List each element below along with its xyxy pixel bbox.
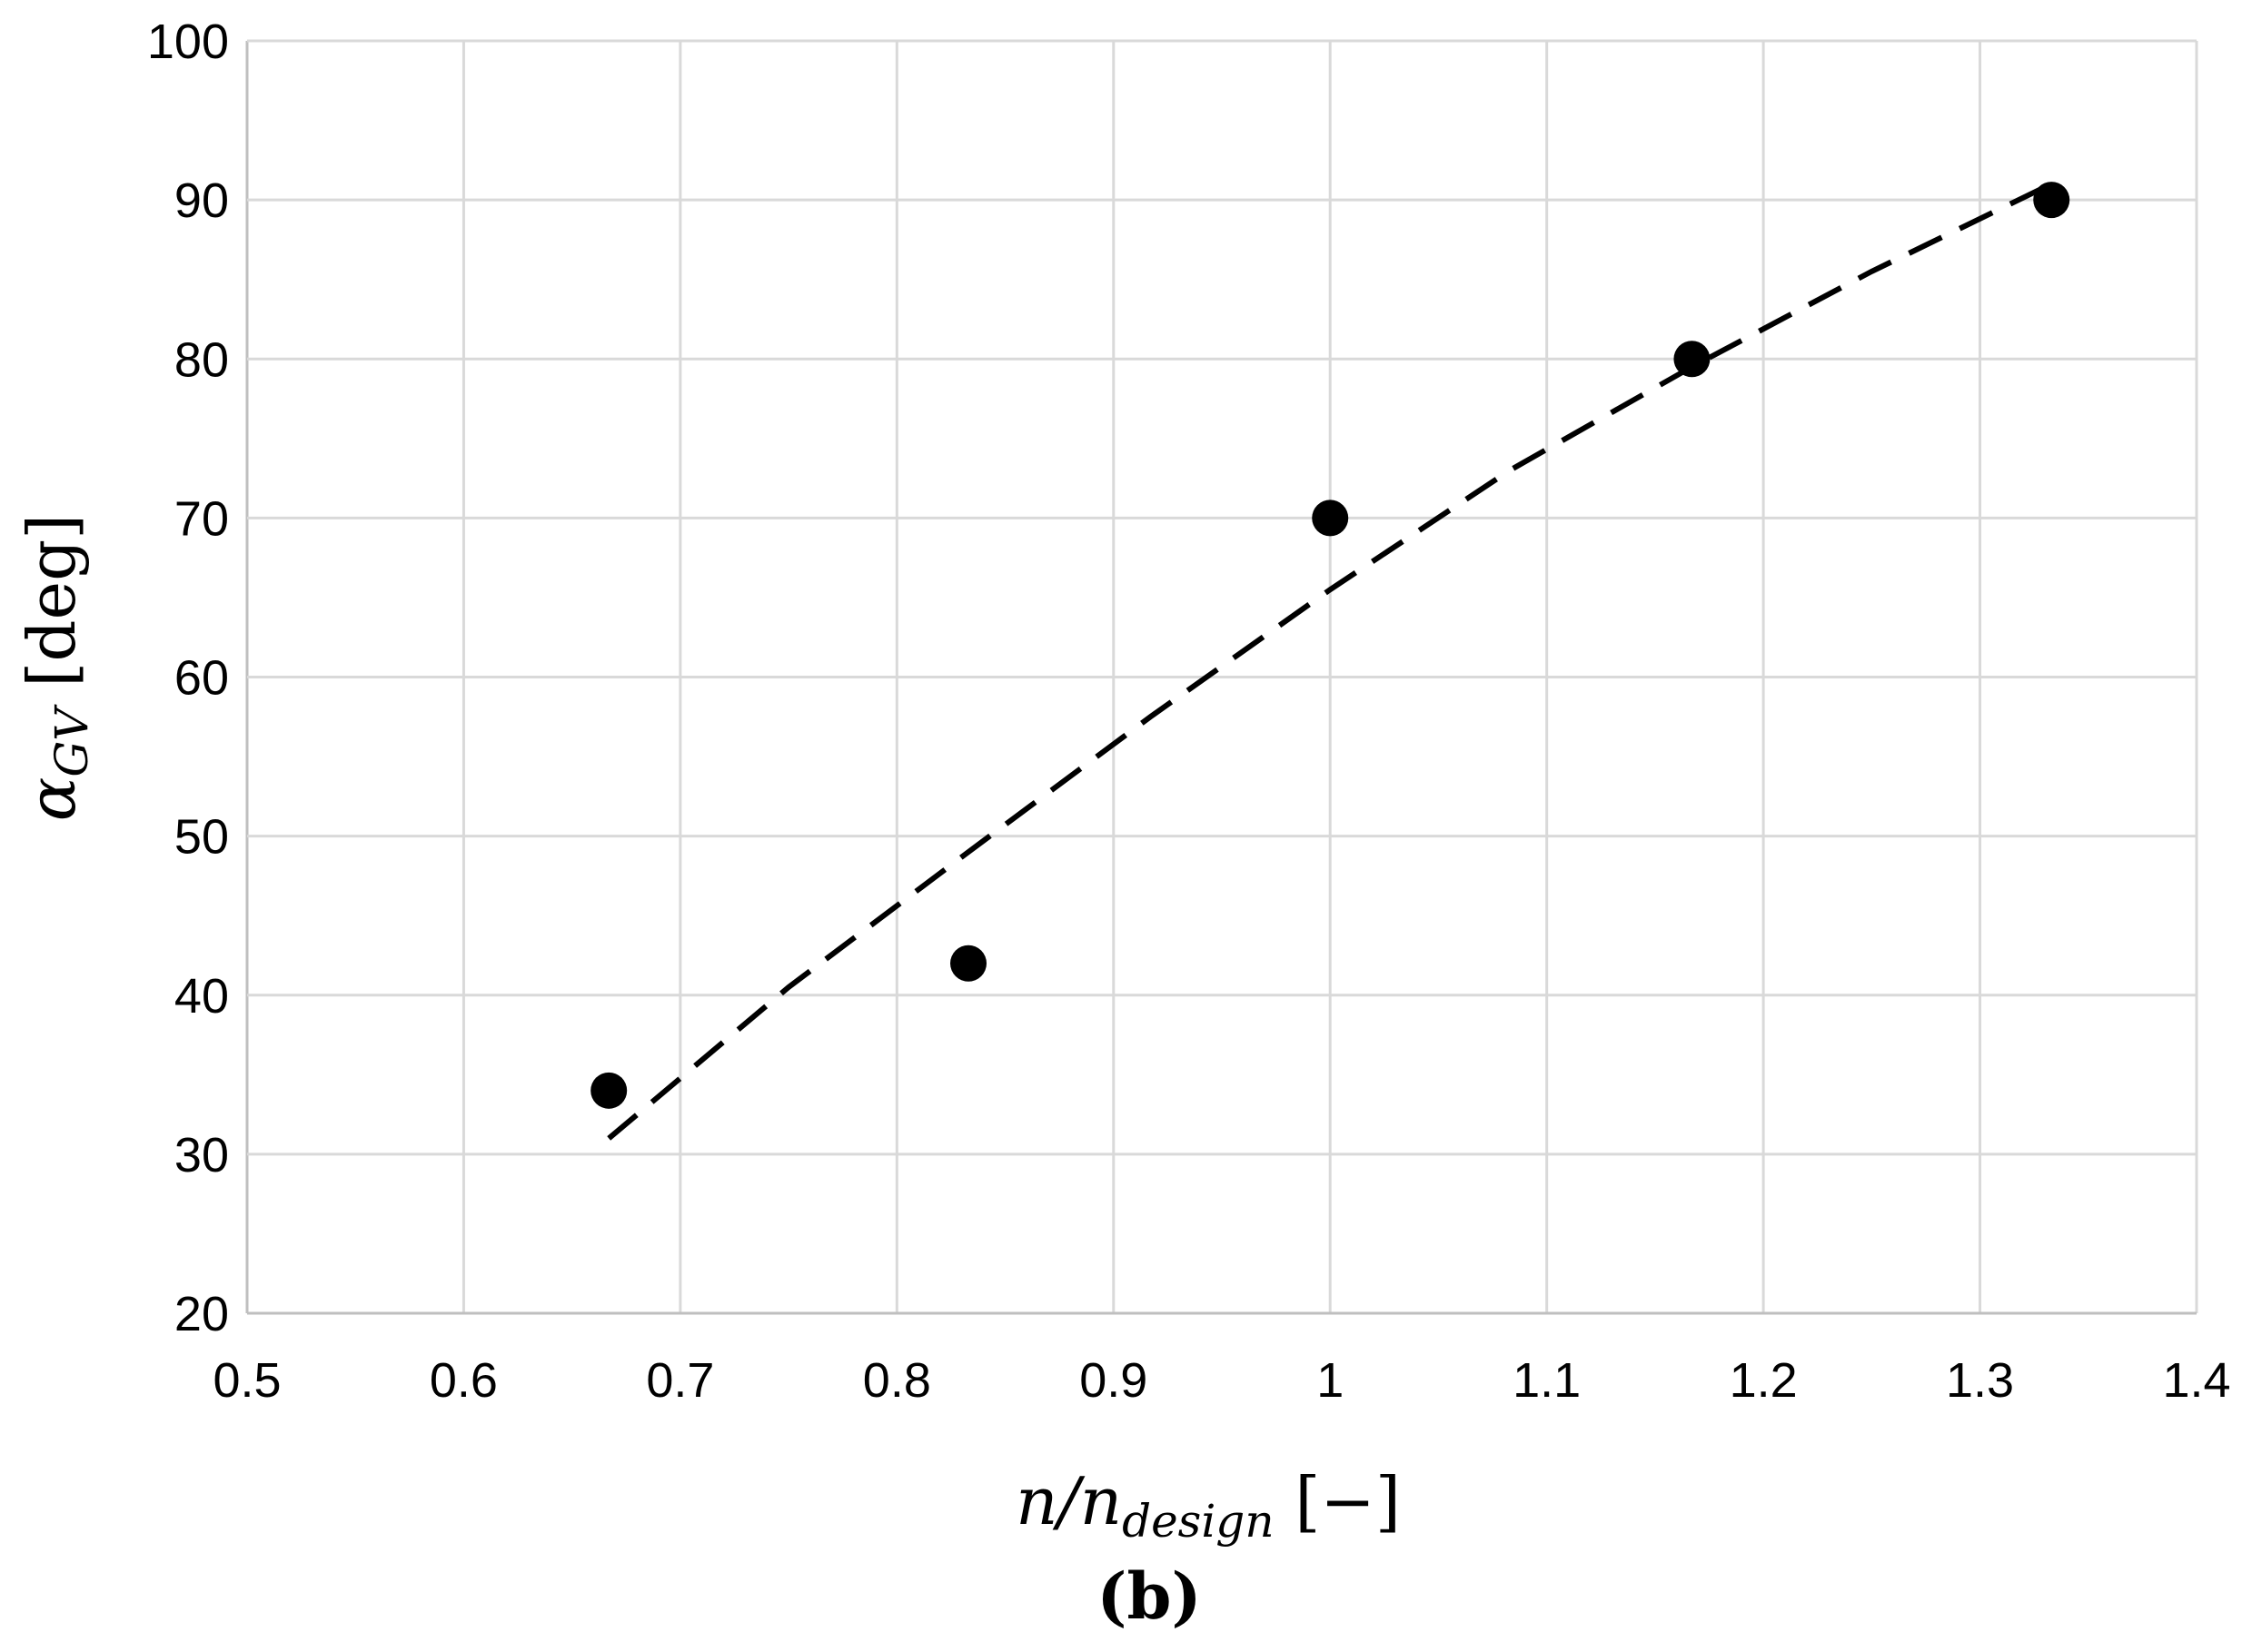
y-tick-label: 90 [174, 173, 229, 228]
panel-label: (b) [1096, 1558, 1201, 1634]
x-tick-label: 0.8 [863, 1353, 931, 1408]
x-axis-tick-labels: 0.5 0.6 0.7 0.8 0.9 1 1.1 1.2 1.3 1.4 [213, 1353, 2230, 1408]
x-tick-label: 0.5 [213, 1353, 281, 1408]
x-tick-label: 1.1 [1513, 1353, 1581, 1408]
data-point [2033, 182, 2070, 219]
grid-lines [245, 39, 2198, 1315]
x-tick-label: 0.7 [646, 1353, 714, 1408]
x-tick-label: 1.3 [1946, 1353, 2014, 1408]
y-tick-label: 100 [147, 15, 229, 69]
y-tick-label: 80 [174, 332, 229, 387]
x-tick-label: 1 [1316, 1353, 1344, 1408]
data-points-layer [590, 182, 2070, 1109]
x-tick-label: 0.9 [1079, 1353, 1147, 1408]
y-tick-label: 60 [174, 651, 229, 706]
x-tick-label: 1.4 [2162, 1353, 2230, 1408]
data-point [1673, 341, 1711, 378]
trendline-layer [607, 181, 2053, 1141]
x-axis-title: n/ndesign [−] [1016, 1463, 1401, 1548]
y-axis-tick-labels: 20 30 40 50 60 70 80 90 100 [147, 15, 229, 1341]
y-tick-label: 20 [174, 1287, 229, 1341]
y-tick-label: 30 [174, 1128, 229, 1182]
data-point [1312, 500, 1349, 537]
data-point [950, 945, 987, 982]
y-tick-label: 40 [174, 969, 229, 1024]
y-axis-title: αGV [deg] [14, 514, 98, 822]
trendline [607, 181, 2053, 1141]
y-tick-label: 50 [174, 810, 229, 865]
x-tick-label: 0.6 [430, 1353, 498, 1408]
data-point [590, 1072, 628, 1109]
y-tick-label: 70 [174, 491, 229, 546]
x-tick-label: 1.2 [1730, 1353, 1798, 1408]
